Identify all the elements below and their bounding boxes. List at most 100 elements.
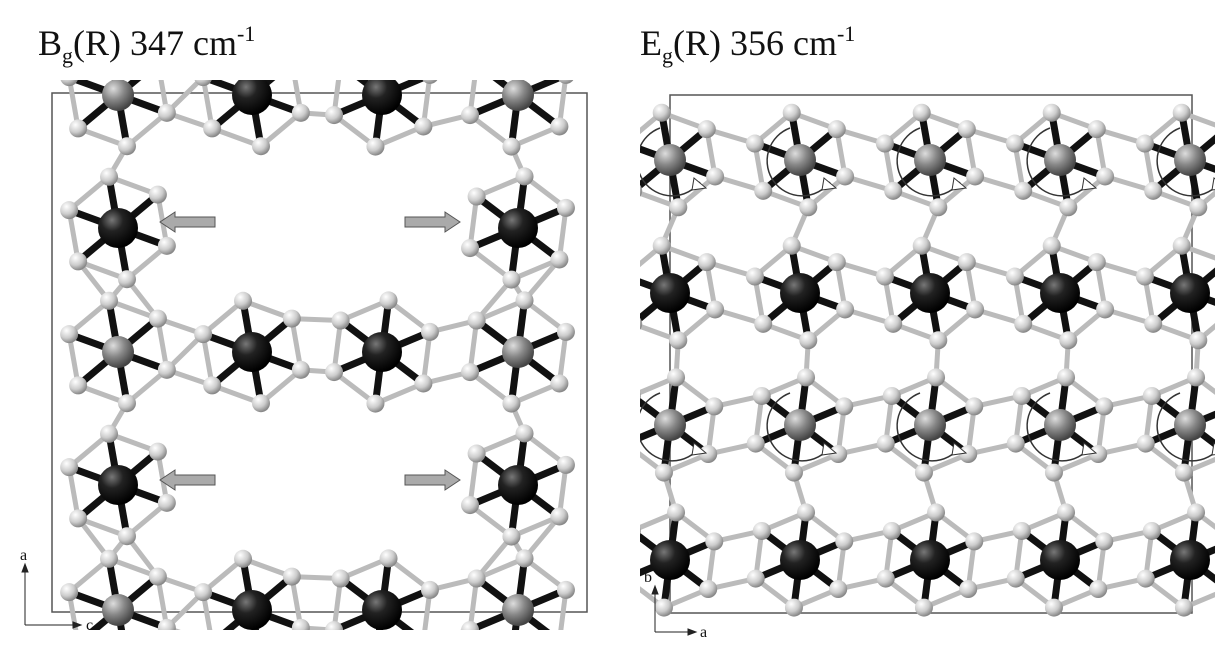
metal-atom xyxy=(362,80,402,115)
oxygen-atom xyxy=(550,507,569,526)
bonds xyxy=(66,43,569,646)
oxygen-atom xyxy=(782,103,801,122)
rotation-arrow xyxy=(1026,127,1091,197)
atoms xyxy=(616,103,1215,617)
oxygen-atom xyxy=(697,253,716,272)
axis-indicator xyxy=(21,562,698,636)
panel-title: Bg(R) 347 cm-1 xyxy=(38,21,255,68)
oxygen-atom xyxy=(1095,532,1114,551)
oxygen-atom xyxy=(60,458,79,477)
oxygen-atom xyxy=(927,503,946,522)
oxygen-atom xyxy=(1059,331,1078,350)
oxygen-atom xyxy=(117,270,136,289)
oxygen-atom xyxy=(380,34,398,52)
oxygen-atom xyxy=(1005,134,1024,153)
grey-atom xyxy=(784,409,816,441)
bond xyxy=(470,628,475,630)
oxygen-atom xyxy=(957,253,976,272)
oxygen-atom xyxy=(617,570,635,588)
oxygen-atom xyxy=(965,397,984,416)
oxygen-atom xyxy=(502,137,521,156)
oxygen-atom xyxy=(461,106,480,125)
oxygen-atom xyxy=(640,392,641,400)
oxygen-atom xyxy=(502,270,521,289)
bond xyxy=(625,277,633,324)
oxygen-atom xyxy=(927,368,946,387)
bond xyxy=(243,44,292,62)
oxygen-atom xyxy=(1057,368,1076,387)
metal-atom xyxy=(1040,273,1080,313)
oxygen-atom xyxy=(884,181,903,200)
oxygen-atom xyxy=(640,527,641,535)
oxygen-atom xyxy=(799,331,818,350)
oxygen-atom xyxy=(1187,368,1206,387)
oxygen-atom xyxy=(468,55,486,73)
bond xyxy=(375,641,423,646)
bond xyxy=(341,43,389,63)
grey-atom xyxy=(914,144,946,176)
oxygen-atom xyxy=(234,291,253,310)
oxygen-atom xyxy=(414,374,433,393)
rotation-arrowhead xyxy=(1081,442,1098,456)
oxygen-atom xyxy=(797,368,816,387)
bond xyxy=(625,144,633,191)
oxygen-atom xyxy=(752,386,771,405)
oxygen-atom xyxy=(754,181,773,200)
oxygen-atom xyxy=(467,311,486,330)
displacement-arrow xyxy=(159,211,216,233)
oxygen-atom xyxy=(282,309,301,328)
metal-atom xyxy=(98,208,138,248)
oxygen-atom xyxy=(148,567,167,586)
oxygen-atom xyxy=(148,185,167,204)
rotation-arrow xyxy=(766,392,831,462)
oxygen-atom xyxy=(1135,134,1154,153)
oxygen-atom xyxy=(1042,103,1061,122)
oxygen-atom xyxy=(515,291,534,310)
oxygen-atom xyxy=(652,236,671,255)
oxygen-atom xyxy=(325,363,344,382)
oxygen-atom xyxy=(966,300,985,319)
rotation-arrowhead xyxy=(821,442,838,456)
rotation-arrowhead xyxy=(1081,177,1098,191)
oxygen-atom xyxy=(100,549,119,568)
rotation-arrowhead xyxy=(951,177,968,191)
oxygen-atom xyxy=(148,442,167,461)
oxygen-atom xyxy=(461,496,480,515)
oxygen-atom xyxy=(827,253,846,272)
oxygen-atom xyxy=(60,325,79,344)
oxygen-atom xyxy=(502,527,521,546)
oxygen-atom xyxy=(325,621,344,630)
oxygen-atom xyxy=(1006,569,1025,588)
oxygen-atom xyxy=(966,167,985,186)
oxygen-atom xyxy=(60,583,79,602)
oxygen-atom xyxy=(1044,463,1063,482)
oxygen-atom xyxy=(100,167,119,186)
oxygen-atom xyxy=(1095,397,1114,416)
oxygen-atom xyxy=(1012,521,1031,540)
oxygen-atom xyxy=(414,117,433,136)
oxygen-atom xyxy=(157,103,176,122)
bond xyxy=(292,62,341,64)
oxygen-atom xyxy=(829,580,848,599)
bond xyxy=(477,43,525,63)
oxygen-atom xyxy=(957,120,976,139)
oxygen-atom xyxy=(550,250,569,269)
oxygen-atom xyxy=(1014,314,1033,333)
oxygen-atom xyxy=(876,569,895,588)
oxygen-atom xyxy=(699,580,718,599)
oxygen-atom xyxy=(1144,314,1163,333)
oxygen-atom xyxy=(558,80,574,84)
oxygen-atom xyxy=(752,521,771,540)
oxygen-atom xyxy=(797,503,816,522)
oxygen-atom xyxy=(157,236,176,255)
oxygen-atom xyxy=(461,239,480,258)
grey-atom xyxy=(1174,409,1206,441)
oxygen-atom xyxy=(669,198,688,217)
oxygen-atom xyxy=(234,549,253,568)
bond xyxy=(522,514,562,561)
grey-atom xyxy=(502,336,534,368)
oxygen-atom xyxy=(616,268,634,286)
oxygen-atom xyxy=(467,569,486,588)
oxygen-atom xyxy=(912,103,931,122)
oxygen-atom xyxy=(1174,598,1193,617)
